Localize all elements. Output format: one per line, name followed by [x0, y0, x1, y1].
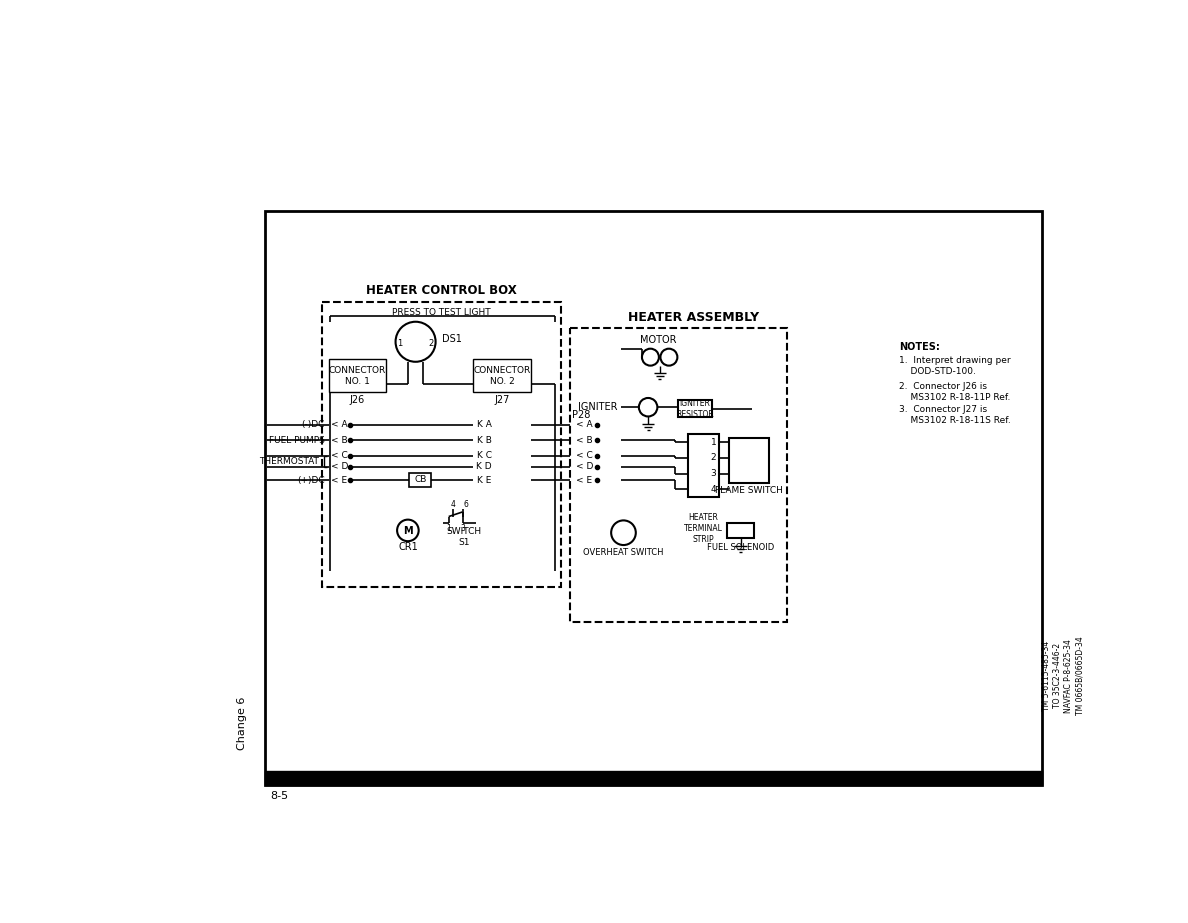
Text: Change 6: Change 6 [238, 696, 247, 749]
Circle shape [611, 521, 636, 545]
Text: < D: < D [330, 462, 348, 471]
Bar [410, 473, 431, 486]
Text: 2: 2 [429, 339, 434, 348]
Text: M: M [403, 526, 412, 536]
Bar [265, 210, 1042, 785]
Text: PRESS TO TEST LIGHT: PRESS TO TEST LIGHT [392, 308, 491, 317]
Text: NOTES:: NOTES: [899, 342, 940, 352]
Text: CR1: CR1 [398, 543, 418, 552]
Bar [569, 328, 786, 622]
Circle shape [397, 520, 418, 541]
Bar [265, 771, 1042, 785]
Text: J27: J27 [494, 394, 510, 404]
Text: K D: K D [476, 462, 492, 471]
Text: SWITCH
S1: SWITCH S1 [447, 526, 481, 546]
Text: < E: < E [576, 476, 593, 485]
Text: CONNECTOR
NO. 1: CONNECTOR NO. 1 [329, 366, 386, 386]
Text: < C: < C [576, 451, 593, 461]
Text: (-)DC: (-)DC [302, 420, 324, 429]
Text: 1: 1 [398, 339, 403, 348]
Circle shape [639, 398, 657, 416]
Text: J26: J26 [349, 394, 365, 404]
Text: OVERHEAT SWITCH: OVERHEAT SWITCH [583, 548, 664, 557]
Text: 2: 2 [710, 453, 716, 462]
Text: (+)DC: (+)DC [297, 476, 324, 485]
Text: HEATER ASSEMBLY: HEATER ASSEMBLY [628, 311, 759, 324]
Text: K E: K E [476, 476, 492, 485]
Text: 8-5: 8-5 [270, 791, 289, 801]
Text: ME 5-6115-486-34/8-2: ME 5-6115-486-34/8-2 [853, 773, 954, 783]
Text: CONNECTOR
NO. 2: CONNECTOR NO. 2 [474, 366, 531, 386]
Text: IGNITER
RESISTOR: IGNITER RESISTOR [676, 399, 714, 419]
Bar [678, 401, 712, 417]
Text: HEATER CONTROL BOX: HEATER CONTROL BOX [366, 284, 517, 297]
Text: 6: 6 [463, 499, 468, 509]
Text: < D: < D [575, 462, 593, 471]
Text: 4: 4 [710, 485, 716, 494]
Text: CB: CB [413, 475, 426, 484]
Text: THERMOSTAT: THERMOSTAT [259, 457, 320, 465]
Text: K A: K A [476, 420, 492, 429]
Bar [473, 359, 531, 391]
Text: DS1: DS1 [442, 334, 462, 343]
Circle shape [642, 349, 659, 366]
Text: K C: K C [476, 451, 492, 461]
Circle shape [661, 349, 677, 366]
Text: FUEL SOLENOID: FUEL SOLENOID [707, 543, 775, 552]
Text: < A: < A [331, 420, 348, 429]
Bar [329, 359, 386, 391]
Text: TM 5-6115-485-34
TO 35C2-3-446-2
NAVFAC P-8-625-34
TM 0665B/0665D-34: TM 5-6115-485-34 TO 35C2-3-446-2 NAVFAC … [1042, 637, 1085, 715]
Text: 3: 3 [710, 469, 716, 478]
Text: < C: < C [331, 451, 348, 461]
Text: IGNITER: IGNITER [577, 402, 618, 413]
Text: 3.  Connector J27 is
    MS3102 R-18-11S Ref.: 3. Connector J27 is MS3102 R-18-11S Ref. [899, 405, 1011, 425]
Text: 3: 3 [460, 524, 465, 533]
Text: FUEL PUMPS: FUEL PUMPS [268, 436, 324, 445]
Text: 2.  Connector J26 is
    MS3102 R-18-11P Ref.: 2. Connector J26 is MS3102 R-18-11P Ref. [899, 382, 1011, 402]
Text: K B: K B [476, 436, 492, 445]
Text: < B: < B [576, 436, 593, 445]
Text: < E: < E [331, 476, 347, 485]
Text: 4: 4 [451, 499, 456, 509]
Text: 1: 1 [447, 524, 451, 533]
Text: 1.  Interpret drawing per
    DOD-STD-100.: 1. Interpret drawing per DOD-STD-100. [899, 355, 1011, 376]
Bar [729, 438, 769, 483]
Bar [727, 522, 753, 538]
Text: P28: P28 [571, 410, 590, 420]
Text: < A: < A [576, 420, 593, 429]
Bar [322, 302, 561, 587]
Text: MOTOR: MOTOR [640, 335, 676, 345]
Text: 1: 1 [710, 438, 716, 447]
Text: < B: < B [331, 436, 348, 445]
Bar [688, 434, 719, 497]
Text: HEATER
TERMINAL
STRIP: HEATER TERMINAL STRIP [684, 512, 723, 544]
Circle shape [396, 322, 436, 362]
Text: FLAME SWITCH: FLAME SWITCH [715, 485, 783, 495]
